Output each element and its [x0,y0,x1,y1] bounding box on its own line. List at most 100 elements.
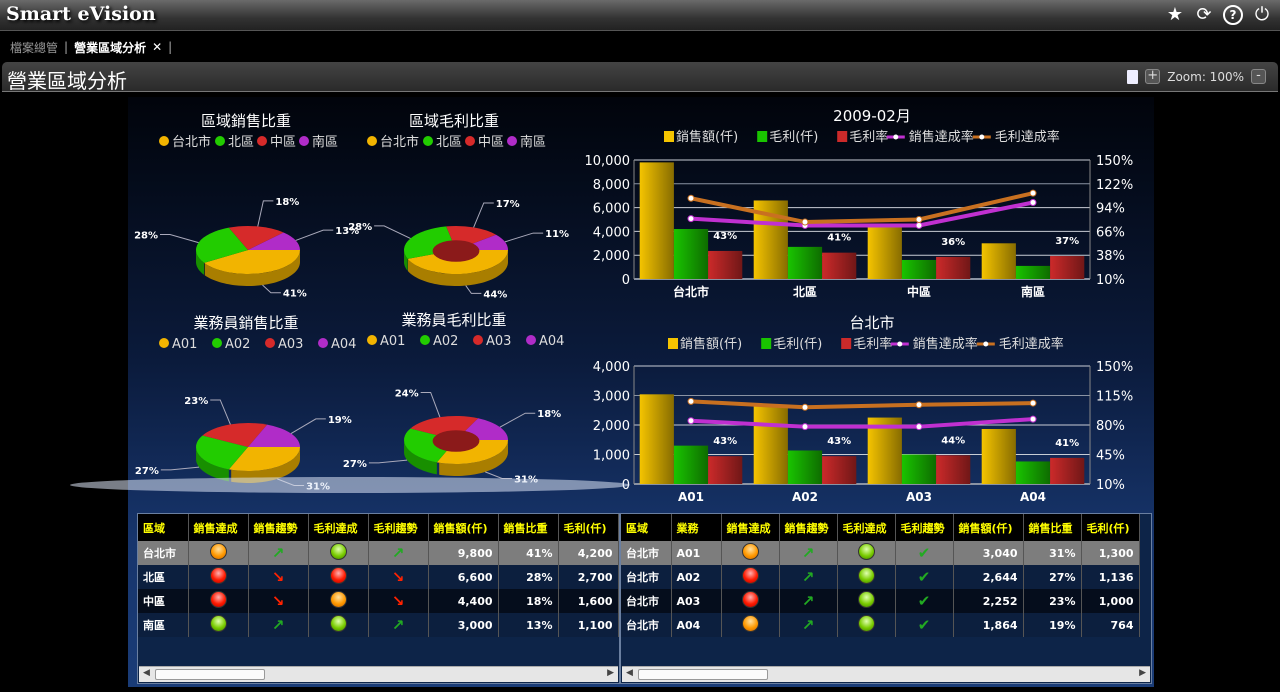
pie-slice-side [404,250,408,271]
cell: 中區 [138,589,189,613]
horizontal-scrollbar[interactable]: ◀ ▶ [139,666,618,682]
cell: 19% [1023,613,1082,637]
tab-sales-region-analysis[interactable]: 營業區域分析 [74,40,147,55]
region-grid: 區域 銷售達成 銷售趨勢 毛利達成 毛利趨勢 銷售額(仟) 銷售比重 毛利(仟) 台北市 ↗ ↗ 9,… [138,514,619,637]
table-row[interactable]: 南區 ↗ ↗ 3,000 13% 1,100 [138,613,619,637]
pie-slice-A02 [195,435,248,470]
legend-label[interactable]: 銷售額(仟) [676,129,738,145]
legend-label[interactable]: 毛利(仟) [769,130,818,145]
y2-tick-label: 150% [1096,154,1133,169]
legend-label[interactable]: 毛利率 [853,336,892,352]
legend-label[interactable]: 銷售達成率 [913,336,978,352]
legend-label[interactable]: A04 [331,337,356,352]
refresh-icon[interactable]: ⟳ [1196,4,1212,25]
power-icon[interactable]: ⏻ [1254,4,1270,25]
legend-label[interactable]: A04 [539,334,564,349]
y-tick-label: 10,000 [585,154,631,169]
column-header[interactable]: 毛利趨勢 [368,514,429,541]
y-tick-label: 0 [622,273,630,288]
legend-label[interactable]: 台北市 [172,134,211,150]
legend-label[interactable]: 中區 [270,135,296,150]
pie-leader-line [160,234,199,244]
table-row[interactable]: 台北市 A04 ↗ ✔ 1,864 19% 764 [621,613,1140,637]
zoom-in-button[interactable]: + [1145,69,1161,84]
cell: 23% [1023,589,1082,613]
pie-leader-line [473,202,494,228]
line-point [1029,399,1037,407]
table-row[interactable]: 台北市 A01 ↗ ✔ 3,040 31% 1,300 [621,541,1140,565]
column-header[interactable]: 銷售額(仟) [428,514,499,541]
bar-毛利(仟) [673,229,709,279]
column-header[interactable]: 毛利(仟) [1081,514,1140,541]
column-header[interactable]: 毛利(仟) [558,514,619,541]
column-header[interactable]: 銷售趨勢 [248,514,309,541]
legend-label[interactable]: 北區 [436,135,462,150]
legend-label[interactable]: 毛利(仟) [773,337,822,352]
zoom-out-button[interactable]: - [1251,69,1266,84]
status-light-green-icon [857,615,875,632]
legend-label[interactable]: 南區 [312,134,338,150]
table-row[interactable]: 台北市 A03 ↗ ✔ 2,252 23% 1,000 [621,589,1140,613]
legend-label[interactable]: A01 [172,337,197,352]
legend-marker [257,136,267,146]
legend-label[interactable]: 毛利達成率 [999,336,1064,352]
column-header[interactable]: 區域 [138,514,189,541]
trend-up-icon: ↗ [801,568,815,586]
status-cell [721,613,780,637]
status-cell [308,589,369,613]
line-point [915,216,923,223]
line-point [801,218,809,226]
pie-data-label: 18% [537,409,561,420]
column-header[interactable]: 銷售達成 [721,514,780,541]
column-header[interactable]: 銷售達成 [188,514,249,541]
legend-label[interactable]: A03 [486,334,511,349]
legend-label[interactable]: 南區 [520,134,546,150]
tab-file-manager[interactable]: 檔案總管 [10,40,59,55]
legend-label[interactable]: A03 [278,337,303,352]
table-row[interactable]: 北區 ↘ ↘ 6,600 28% 2,700 [138,565,619,589]
column-header[interactable]: 毛利達成 [308,514,369,541]
x-tick-label: A02 [792,490,818,504]
legend-label[interactable]: 台北市 [380,134,419,150]
legend-label[interactable]: 中區 [478,135,504,150]
column-header[interactable]: 銷售比重 [498,514,559,541]
legend-label[interactable]: 銷售達成率 [909,129,974,145]
legend-label[interactable]: A01 [380,334,405,349]
x-tick-label: A01 [678,490,704,504]
status-light-red-icon [741,567,759,584]
legend-marker [420,335,430,345]
table-row[interactable]: 台北市 A02 ↗ ✔ 2,644 27% 1,136 [621,565,1140,589]
table-row[interactable]: 台北市 ↗ ↗ 9,800 41% 4,200 [138,541,619,565]
column-header[interactable]: 毛利達成 [837,514,896,541]
cell: 31% [1023,541,1082,565]
legend-label[interactable]: A02 [433,334,458,349]
column-header[interactable]: 區域 [621,514,672,541]
pie-slice-A04 [248,424,300,447]
legend-label[interactable]: 毛利率 [849,129,888,145]
table-row[interactable]: 中區 ↘ ↘ 4,400 18% 1,600 [138,589,619,613]
column-header[interactable]: 業務 [671,514,722,541]
cell: 3,000 [428,613,499,637]
legend-label[interactable]: A02 [225,337,250,352]
legend-label[interactable]: 北區 [228,135,254,150]
bar-毛利(仟) [1015,461,1051,484]
pie-data-label: 24% [395,388,419,399]
y-tick-label: 2,000 [593,249,630,264]
status-cell [837,589,896,613]
help-icon[interactable]: ? [1223,5,1243,25]
y-tick-label: 2,000 [593,419,630,434]
column-header[interactable]: 銷售比重 [1023,514,1082,541]
column-header[interactable]: 銷售額(仟) [953,514,1024,541]
status-light-green-icon [209,615,227,632]
column-header[interactable]: 銷售趨勢 [779,514,838,541]
cell: 18% [498,589,559,613]
horizontal-scrollbar[interactable]: ◀ ▶ [622,666,1150,682]
export-document-icon[interactable] [1127,69,1139,84]
cell: 台北市 [621,541,672,565]
star-icon[interactable]: ★ [1166,4,1184,25]
close-tab-icon[interactable]: ✕ [152,40,163,54]
legend-label[interactable]: 毛利達成率 [995,129,1060,145]
legend-label[interactable]: 銷售額(仟) [680,336,742,352]
column-header[interactable]: 毛利趨勢 [895,514,954,541]
bar-毛利率 [936,256,971,279]
